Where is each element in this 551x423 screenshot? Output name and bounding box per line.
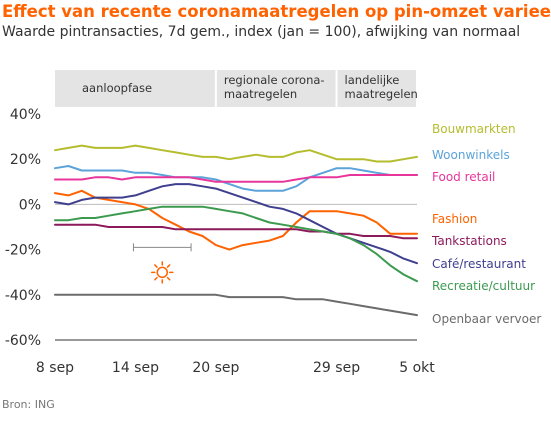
series-line-bouwmarkten — [54, 144, 418, 163]
legend-label-woonwinkels: Woonwinkels — [432, 148, 510, 162]
legend-label-tankstations: Tankstations — [431, 234, 507, 248]
series-line-openbaar-vervoer — [54, 293, 418, 317]
phase-label: regionale corona- — [224, 73, 325, 87]
sun-icon-ray — [154, 276, 158, 281]
series-line-tankstations — [54, 223, 418, 240]
sun-icon — [151, 261, 174, 284]
y-tick-label: -20% — [5, 243, 41, 259]
source-note: Bron: ING — [2, 398, 55, 411]
phase-label: maatregelen — [224, 87, 297, 101]
series-line-recreatie-cultuur — [54, 205, 418, 283]
y-tick-label: -40% — [5, 288, 41, 304]
series-lines — [54, 144, 418, 317]
y-tick-label: -60% — [5, 333, 41, 349]
x-tick-label: 8 sep — [36, 360, 74, 376]
phase-label: aanloopfase — [82, 81, 152, 95]
sun-icon-ray — [154, 264, 158, 268]
axes: 40% 20% 0% -20% -40% -60% 8 sep 14 sep 20 sep 29 … — [5, 107, 435, 376]
y-tick-label: 0% — [19, 197, 41, 213]
chart-title: Effect van recente coronamaatregelen op … — [2, 2, 551, 21]
chart-subtitle: Waarde pintransacties, 7d gem., index (j… — [2, 24, 521, 40]
annotation-layer — [132, 243, 192, 284]
phase-label: landelijke — [345, 73, 400, 87]
legend-label-recreatie-cultuur: Recreatie/cultuur — [432, 279, 535, 293]
x-tick-label: 14 sep — [112, 360, 159, 376]
phase-band — [337, 70, 416, 107]
sun-icon-disc — [156, 266, 169, 279]
legend-label-openbaar-vervoer: Openbaar vervoer — [432, 312, 541, 326]
legend-label-bouwmarkten: Bouwmarkten — [432, 122, 516, 136]
phase-band — [216, 70, 336, 107]
x-tick-label: 20 sep — [192, 360, 239, 376]
legend-label-caf-restaurant: Café/restaurant — [432, 257, 526, 271]
series-line-woonwinkels — [54, 165, 418, 192]
phase-band — [55, 70, 215, 107]
legend-label-fashion: Fashion — [432, 212, 477, 226]
phase-label: maatregelen — [345, 87, 418, 101]
series-line-food-retail — [54, 174, 418, 183]
x-tick-label: 29 sep — [313, 360, 360, 376]
y-tick-label: 40% — [10, 107, 41, 123]
y-tick-label: 20% — [10, 152, 41, 168]
series-line-fashion — [54, 189, 418, 251]
sun-icon-ray — [166, 276, 171, 281]
legend: Bouwmarkten Woonwinkels Food retail Fashion… — [431, 122, 541, 326]
series-line-caf-restaurant — [54, 183, 418, 265]
legend-label-food-retail: Food retail — [432, 170, 495, 184]
sun-icon-ray — [166, 264, 171, 268]
x-tick-label: 5 okt — [399, 360, 435, 376]
